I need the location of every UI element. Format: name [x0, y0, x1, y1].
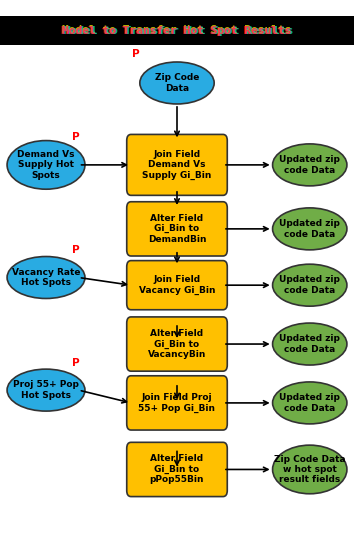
- Text: P: P: [72, 245, 80, 255]
- Text: Updated zip
code Data: Updated zip code Data: [279, 393, 340, 413]
- Text: Model to Transfer Hot Spot Results: Model to Transfer Hot Spot Results: [62, 26, 292, 35]
- Text: Model to Transfer Hot Spot Results: Model to Transfer Hot Spot Results: [62, 26, 291, 35]
- Ellipse shape: [7, 257, 85, 299]
- Text: Updated zip
code Data: Updated zip code Data: [279, 276, 340, 295]
- Text: Demand Vs
Supply Hot
Spots: Demand Vs Supply Hot Spots: [17, 150, 75, 180]
- Ellipse shape: [273, 323, 347, 365]
- Text: Vacancy Rate
Hot Spots: Vacancy Rate Hot Spots: [12, 268, 80, 287]
- Text: Updated zip
code Data: Updated zip code Data: [279, 155, 340, 175]
- Text: Proj 55+ Pop
Hot Spots: Proj 55+ Pop Hot Spots: [13, 381, 79, 400]
- Text: Alter Field
Gi_Bin to
pPop55Bin: Alter Field Gi_Bin to pPop55Bin: [150, 455, 204, 485]
- Text: Join Field
Vacancy Gi_Bin: Join Field Vacancy Gi_Bin: [139, 276, 215, 295]
- FancyBboxPatch shape: [127, 376, 227, 430]
- Text: Updated zip
code Data: Updated zip code Data: [279, 334, 340, 354]
- Text: P: P: [72, 132, 80, 142]
- Ellipse shape: [273, 208, 347, 250]
- Ellipse shape: [273, 382, 347, 424]
- FancyBboxPatch shape: [127, 135, 227, 195]
- Text: Alter Field
Gi_Bin to
VacancyBin: Alter Field Gi_Bin to VacancyBin: [148, 329, 206, 359]
- Text: Updated zip
code Data: Updated zip code Data: [279, 219, 340, 239]
- Ellipse shape: [273, 445, 347, 494]
- Text: Join Field
Demand Vs
Supply Gi_Bin: Join Field Demand Vs Supply Gi_Bin: [142, 150, 212, 180]
- Bar: [0, 17, 354, 44]
- Ellipse shape: [7, 369, 85, 411]
- Text: P: P: [132, 49, 140, 59]
- Ellipse shape: [140, 62, 214, 104]
- Ellipse shape: [273, 264, 347, 306]
- FancyBboxPatch shape: [127, 260, 227, 310]
- Text: Alter Field
Gi_Bin to
DemandBin: Alter Field Gi_Bin to DemandBin: [148, 214, 206, 244]
- Text: P: P: [72, 358, 80, 368]
- FancyBboxPatch shape: [127, 317, 227, 371]
- Text: Model to Transfer Hot Spot Results: Model to Transfer Hot Spot Results: [62, 25, 292, 35]
- FancyBboxPatch shape: [127, 202, 227, 256]
- Text: Model to Transfer Hot Spot Results: Model to Transfer Hot Spot Results: [63, 26, 292, 36]
- Text: Model to Transfer Hot Spot Results: Model to Transfer Hot Spot Results: [61, 26, 290, 36]
- Text: Zip Code Data
w hot spot
result fields: Zip Code Data w hot spot result fields: [274, 455, 346, 485]
- Ellipse shape: [7, 140, 85, 189]
- Text: Model to Transfer Hot Spot Results: Model to Transfer Hot Spot Results: [64, 26, 293, 35]
- Ellipse shape: [273, 144, 347, 186]
- FancyBboxPatch shape: [127, 442, 227, 496]
- Text: Join Field Proj
55+ Pop Gi_Bin: Join Field Proj 55+ Pop Gi_Bin: [138, 393, 216, 413]
- Text: Zip Code
Data: Zip Code Data: [155, 73, 199, 93]
